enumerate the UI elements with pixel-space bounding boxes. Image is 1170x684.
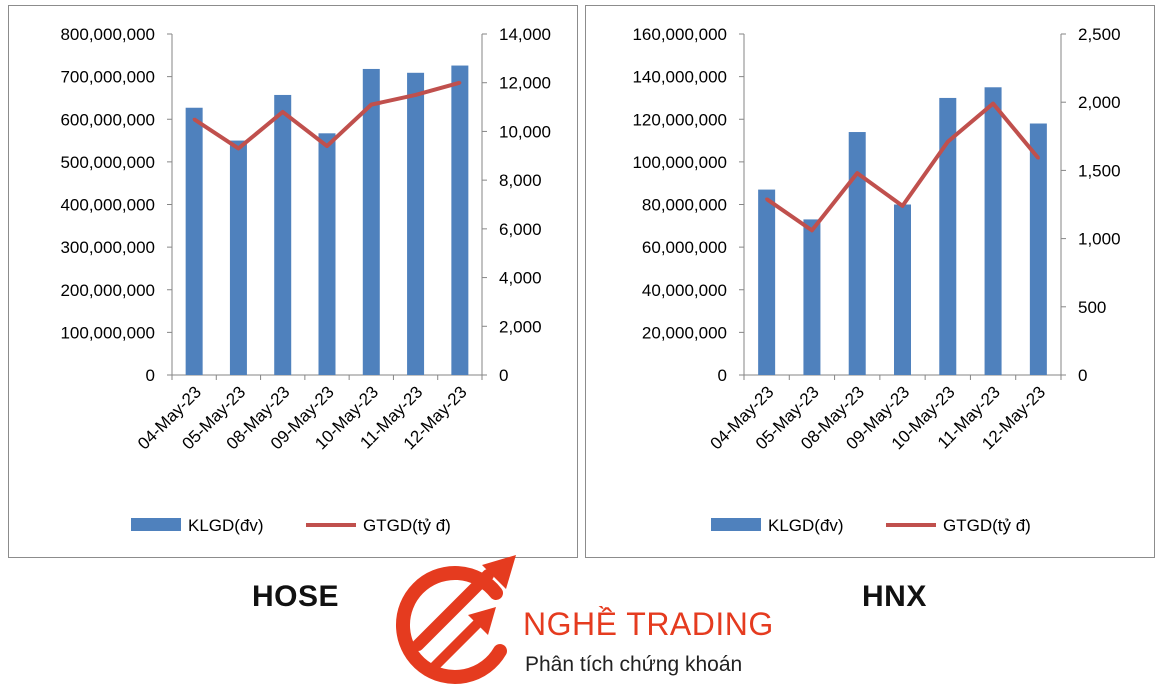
hnx-label: HNX [862, 580, 927, 613]
hnx-left-tick-label: 60,000,000 [642, 238, 727, 257]
hnx-right-tick-label: 0 [1078, 366, 1087, 385]
hnx-left-tick-label: 80,000,000 [642, 196, 727, 215]
hose-chart-frame: 0 100,000,000 200,000,000 300,000,000 400,00… [8, 5, 578, 558]
hnx-line-point-10-May-23 [946, 140, 950, 144]
hose-right-tick-label: 12,000 [499, 74, 551, 93]
hose-label: HOSE [252, 580, 340, 613]
hnx-left-tick-label: 20,000,000 [642, 323, 727, 342]
hose-legend-line-label: GTGD(tỷ đ) [363, 516, 451, 535]
hnx-left-tick-label: 160,000,000 [632, 25, 727, 44]
hnx-legend-line-label: GTGD(tỷ đ) [943, 516, 1031, 535]
hose-bar-08-May-23 [274, 94, 292, 376]
hose-left-tick-label: 100,000,000 [60, 323, 155, 342]
brand-tagline: Phân tích chứng khoán [525, 653, 743, 676]
hose-right-tick-label: 4,000 [499, 269, 542, 288]
hose-bar-09-May-23 [318, 133, 336, 375]
brand-name: NGHỀ TRADING [523, 606, 774, 642]
hose-left-tick-label: 400,000,000 [60, 196, 155, 215]
hose-bar-10-May-23 [362, 68, 380, 375]
hnx-line-point-04-May-23 [765, 197, 769, 201]
hose-right-tick-label: 0 [499, 366, 508, 385]
hose-line-point-08-May-23 [281, 110, 285, 114]
hose-left-tick-label: 200,000,000 [60, 281, 155, 300]
hose-left-tick-label: 700,000,000 [60, 68, 155, 87]
hose-bar-04-May-23 [185, 107, 203, 376]
hose-left-tick-label: 800,000,000 [60, 25, 155, 44]
hnx-right-tick-label: 2,000 [1078, 93, 1121, 112]
hnx-bar-09-May-23 [894, 204, 911, 375]
hnx-right-tick-label: 1,000 [1078, 230, 1121, 249]
hnx-line-point-11-May-23 [991, 102, 995, 106]
hose-right-tick-label: 14,000 [499, 25, 551, 44]
hnx-line-point-09-May-23 [901, 204, 904, 208]
hose-legend-bar-swatch [131, 518, 181, 531]
hose-bar-11-May-23 [407, 72, 425, 375]
hnx-line-point-12-May-23 [1036, 156, 1040, 160]
hose-line-point-05-May-23 [236, 146, 240, 150]
hose-bar-12-May-23 [451, 65, 469, 376]
hnx-right-tick-label: 2,500 [1078, 25, 1121, 44]
hnx-right-tick-label: 500 [1078, 298, 1106, 317]
hnx-left-tick-label: 120,000,000 [632, 110, 727, 129]
hose-left-tick-label: 300,000,000 [60, 238, 155, 257]
hose-chart: 0 100,000,000 200,000,000 300,000,000 400,00… [60, 25, 551, 535]
hnx-bar-04-May-23 [758, 189, 776, 375]
hose-line-point-04-May-23 [192, 117, 196, 121]
hnx-left-tick-label: 140,000,000 [632, 68, 727, 87]
hnx-chart-frame: 0 20,000,000 40,000,000 60,000,000 80,000,00… [585, 5, 1155, 558]
hose-bar-05-May-23 [229, 140, 247, 375]
hnx-bar-08-May-23 [848, 132, 866, 375]
hose-line-point-11-May-23 [414, 93, 418, 97]
hnx-left-tick-label: 40,000,000 [642, 281, 727, 300]
hose-left-tick-label: 500,000,000 [60, 153, 155, 172]
hose-right-tick-label: 10,000 [499, 122, 551, 141]
hnx-line-point-08-May-23 [855, 171, 859, 175]
hnx-bar-12-May-23 [1029, 123, 1047, 375]
hnx-legend-bar-label: KLGD(đv) [768, 516, 844, 535]
hnx-legend-bar-swatch [711, 518, 761, 531]
hose-right-tick-label: 2,000 [499, 317, 542, 336]
hose-right-tick-label: 8,000 [499, 171, 542, 190]
hose-legend-bar-label: KLGD(đv) [188, 516, 264, 535]
hnx-bar-10-May-23 [939, 97, 957, 375]
hose-line-point-09-May-23 [325, 144, 329, 148]
hnx-bar-11-May-23 [984, 87, 1002, 375]
circular-arrows-logo-icon [395, 555, 516, 684]
hnx-left-tick-label: 0 [718, 366, 727, 385]
hose-line-point-10-May-23 [369, 103, 373, 107]
hnx-chart: 0 20,000,000 40,000,000 60,000,000 80,000,00… [632, 25, 1121, 535]
hose-left-tick-label: 600,000,000 [60, 110, 155, 129]
hnx-line-point-05-May-23 [810, 228, 814, 232]
hnx-bar-05-May-23 [803, 219, 821, 375]
hnx-right-tick-label: 1,500 [1078, 161, 1121, 180]
hose-left-tick-label: 0 [146, 366, 155, 385]
hose-right-tick-label: 6,000 [499, 220, 542, 239]
hose-line-point-12-May-23 [458, 81, 462, 85]
hnx-left-tick-label: 100,000,000 [632, 153, 727, 172]
